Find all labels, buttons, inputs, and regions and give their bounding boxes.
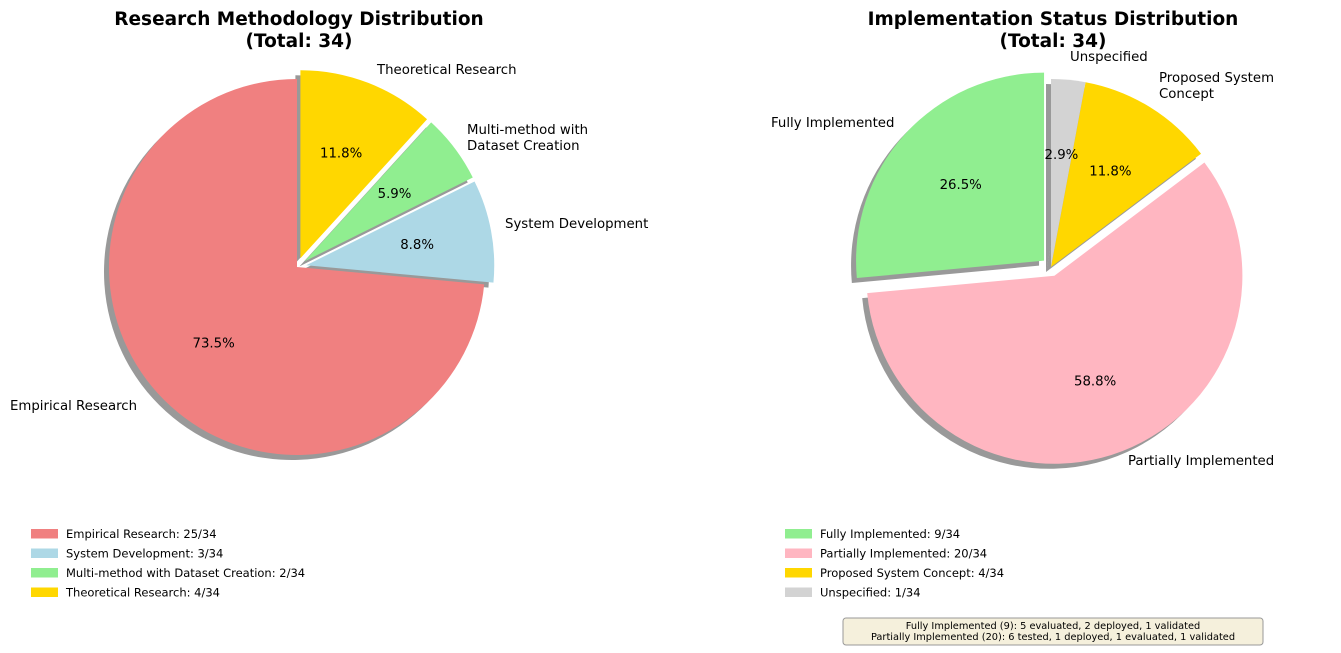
- slice-category-label: Empirical Research: [10, 399, 137, 414]
- legend-entry: Unspecified: 1/34: [820, 586, 921, 600]
- pie-slice-2: [867, 162, 1243, 464]
- pie-chart-1: Research Methodology Distribution(Total:…: [10, 9, 648, 600]
- slice-percent-label: 11.8%: [320, 147, 362, 162]
- slice-category-label: Partially Implemented: [1128, 454, 1274, 469]
- chart-legend: Empirical Research: 25/34 System Developm…: [31, 527, 305, 600]
- legend-swatch: [31, 529, 58, 539]
- slice-category-label: Multi-method with Dataset Creation: [467, 123, 588, 154]
- slice-category-label: Unspecified: [1070, 50, 1148, 65]
- pie-slice-4: [300, 70, 428, 259]
- legend-swatch: [31, 548, 58, 558]
- legend-swatch: [785, 568, 812, 578]
- pie-slice-4: [1051, 79, 1086, 267]
- slice-category-label: System Development: [505, 217, 648, 232]
- legend-entry: Multi-method with Dataset Creation: 2/34: [66, 566, 305, 580]
- summary-note-box: [842, 617, 1264, 646]
- legend-entry: Theoretical Research: 4/34: [65, 586, 220, 600]
- legend-entry: Fully Implemented: 9/34: [820, 527, 960, 541]
- pie-slice-1: [856, 72, 1045, 279]
- slice-category-label: Fully Implemented: [771, 116, 894, 131]
- pie-slice-3: [1051, 82, 1202, 268]
- slice-percent-label: 58.8%: [1074, 374, 1116, 389]
- slice-percent-label: 2.9%: [1045, 148, 1079, 163]
- legend-entry: System Development: 3/34: [66, 547, 223, 561]
- chart-title: Research Methodology Distribution: [114, 9, 483, 30]
- slice-percent-label: 8.8%: [400, 238, 434, 253]
- chart-subtitle: (Total: 34): [999, 31, 1106, 52]
- legend-entry: Empirical Research: 25/34: [66, 527, 217, 541]
- chart-subtitle: (Total: 34): [245, 31, 352, 52]
- slice-percent-label: 73.5%: [193, 336, 235, 351]
- slice-category-label: Theoretical Research: [376, 63, 517, 78]
- summary-note-line: Partially Implemented (20): 6 tested, 1 …: [871, 632, 1235, 643]
- legend-swatch: [785, 548, 812, 558]
- legend-swatch: [785, 587, 812, 597]
- slice-percent-label: 11.8%: [1089, 165, 1131, 180]
- legend-swatch: [785, 529, 812, 539]
- slice-category-label: Proposed System Concept: [1159, 71, 1274, 102]
- pie-slice-2: [306, 181, 495, 283]
- slice-percent-label: 5.9%: [378, 187, 412, 202]
- pie-chart-2: Implementation Status Distribution(Total…: [771, 9, 1274, 646]
- pie-slice-3: [304, 122, 473, 262]
- chart-title: Implementation Status Distribution: [868, 9, 1239, 30]
- legend-entry: Proposed System Concept: 4/34: [820, 566, 1004, 580]
- summary-note-line: Fully Implemented (9): 5 evaluated, 2 de…: [906, 621, 1200, 632]
- pie-slice-1: [108, 79, 485, 455]
- legend-entry: Partially Implemented: 20/34: [820, 547, 987, 561]
- slice-percent-label: 26.5%: [940, 178, 982, 193]
- legend-swatch: [31, 587, 58, 597]
- chart-legend: Fully Implemented: 9/34 Partially Impleme…: [785, 527, 1004, 600]
- legend-swatch: [31, 568, 58, 578]
